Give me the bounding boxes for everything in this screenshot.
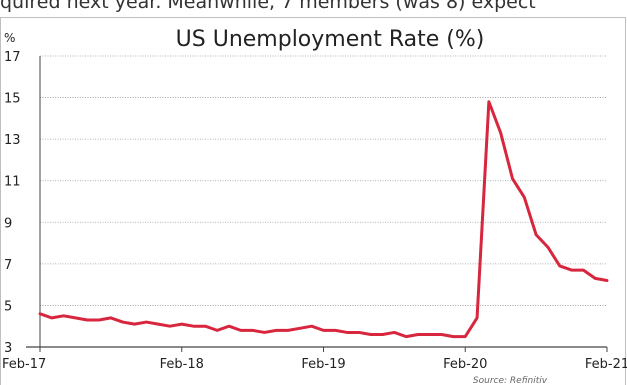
- axes: [26, 56, 608, 352]
- series-line-0: [38, 100, 609, 339]
- x-tick-label-Feb-18: Feb-18: [160, 357, 204, 372]
- series-layer: [38, 100, 609, 339]
- y-axis-unit-label: %: [4, 31, 15, 45]
- y-tick-label-13: 13: [4, 133, 21, 148]
- x-tick-label-Feb-21: Feb-21: [585, 357, 627, 372]
- y-tick-label-17: 17: [4, 50, 21, 65]
- y-tick-label-5: 5: [4, 299, 12, 314]
- y-tick-label-11: 11: [4, 175, 21, 190]
- x-tick-label-Feb-17: Feb-17: [2, 357, 46, 372]
- chart-title: US Unemployment Rate (%): [176, 27, 485, 52]
- cropped-caption-text: quired next year. Meanwhile, 7 members (…: [0, 0, 536, 13]
- y-tick-label-7: 7: [4, 258, 12, 273]
- source-note: Source: Refinitiv: [473, 376, 548, 385]
- y-tick-label-15: 15: [4, 92, 21, 107]
- tick-labels: 3 5 7 9 11 13 15 17 Feb-17 Feb-18 Feb-19 Feb-20 Feb-…: [2, 50, 627, 372]
- x-tick-label-Feb-19: Feb-19: [301, 357, 345, 372]
- x-tick-label-Feb-20: Feb-20: [443, 357, 487, 372]
- gridlines: [40, 55, 607, 306]
- chart-frame: [0, 17, 626, 385]
- y-tick-label-9: 9: [4, 216, 12, 231]
- y-tick-label-3: 3: [4, 341, 12, 356]
